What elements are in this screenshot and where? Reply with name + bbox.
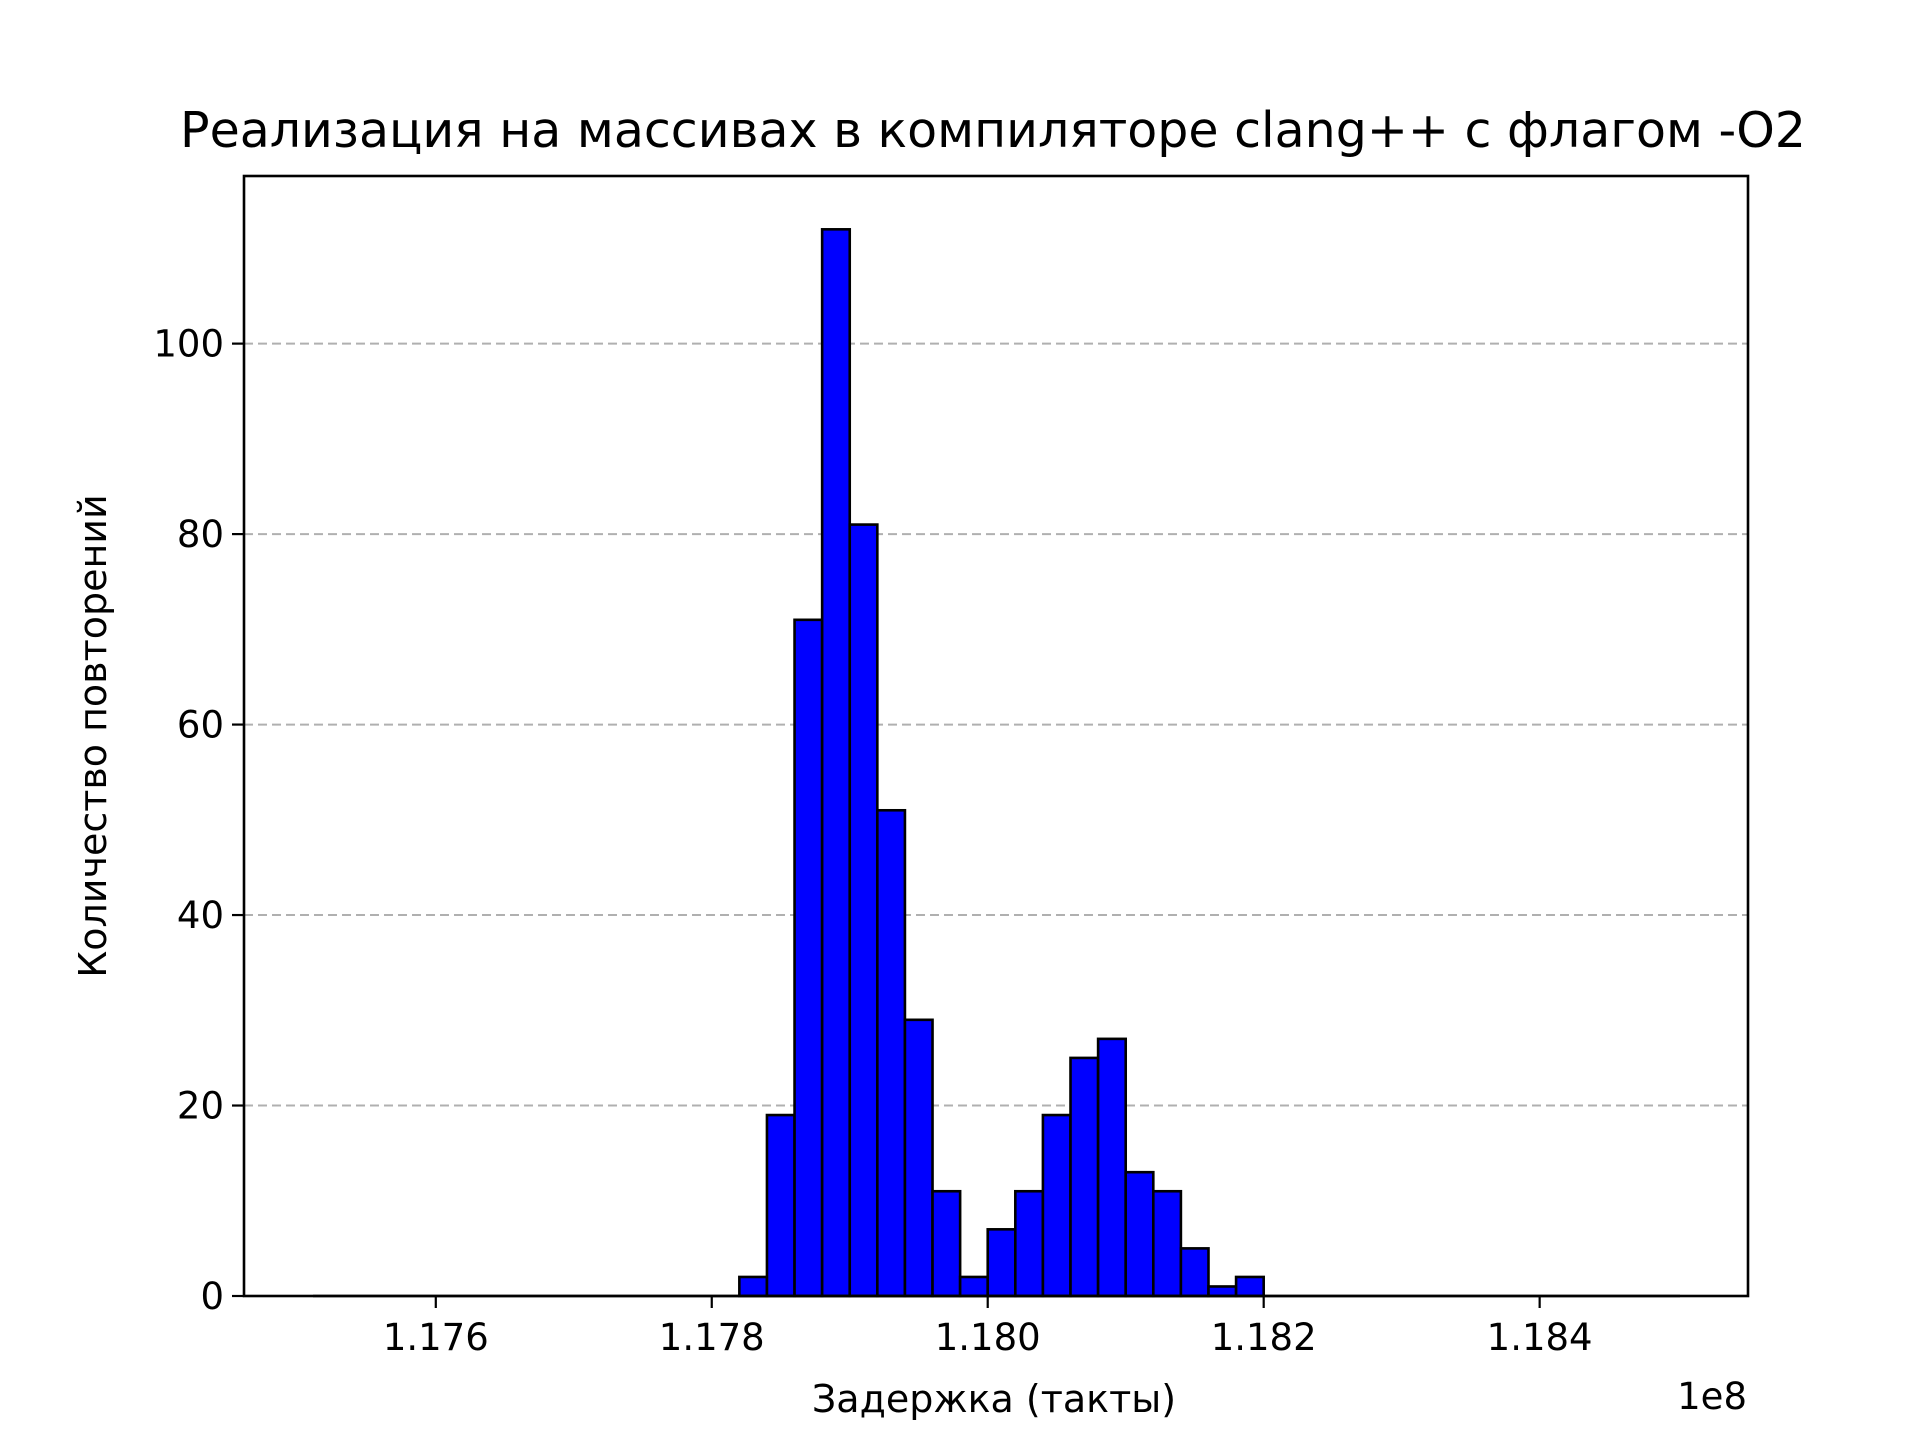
chart-title: Реализация на массивах в компиляторе cla… — [180, 102, 1806, 159]
x-tick-label: 1.184 — [1487, 1316, 1593, 1359]
histogram-bar-17 — [765, 1113, 796, 1298]
histogram-bar-26 — [1014, 1189, 1045, 1298]
plot-frame — [242, 174, 1750, 1298]
y-axis-ticks: 0 20 40 60 80 100 — [153, 323, 244, 1318]
histogram-bar-23 — [931, 1189, 962, 1298]
x-tick-label: 1.178 — [659, 1316, 765, 1359]
y-tick-label: 20 — [177, 1085, 224, 1128]
x-tick-label: 1.182 — [1211, 1316, 1317, 1359]
x-tick-label: 1.176 — [383, 1316, 489, 1359]
histogram-bar-20 — [848, 523, 879, 1298]
histogram-bar-16 — [738, 1275, 769, 1298]
y-axis-label: Количество повторений — [71, 494, 115, 977]
histogram-bar-19 — [820, 228, 852, 1298]
histogram-bar-21 — [876, 808, 907, 1298]
x-axis-label: Задержка (такты) — [812, 1377, 1176, 1421]
gridlines — [244, 342, 1748, 1107]
histogram-bar-27 — [1041, 1113, 1072, 1298]
x-axis-ticks: 1.176 1.178 1.180 1.182 1.184 — [383, 1296, 1593, 1359]
histogram-bar-33 — [1207, 1285, 1238, 1298]
x-tick-label: 1.180 — [935, 1316, 1041, 1359]
histogram-bar-22 — [903, 1018, 934, 1298]
histogram-bar-30 — [1124, 1170, 1155, 1298]
histogram-bar-18 — [793, 618, 824, 1298]
histogram-bar-34 — [1234, 1275, 1265, 1298]
y-tick-label: 100 — [153, 323, 224, 366]
y-tick-label: 40 — [177, 894, 224, 937]
histogram-bar-28 — [1069, 1056, 1100, 1298]
histogram-bar-25 — [986, 1228, 1017, 1298]
histogram-bar-32 — [1179, 1247, 1210, 1298]
histogram-bar-29 — [1096, 1037, 1128, 1298]
x-axis-offset-label: 1e8 — [1677, 1375, 1747, 1418]
y-tick-label: 60 — [177, 704, 224, 747]
bars — [738, 228, 1265, 1298]
histogram-bar-31 — [1151, 1189, 1183, 1298]
y-tick-label: 80 — [177, 513, 224, 556]
y-tick-label: 0 — [200, 1275, 224, 1318]
histogram-bar-24 — [958, 1275, 990, 1298]
